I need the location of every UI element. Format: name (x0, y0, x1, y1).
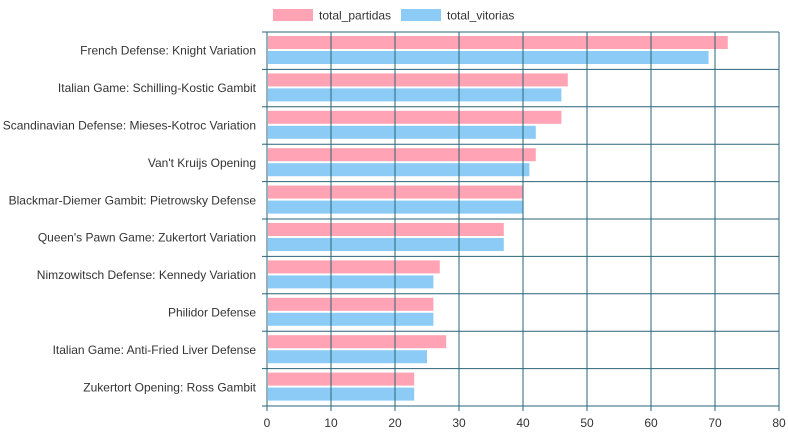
bar-total-vitorias-6 (268, 275, 434, 289)
y-tick-label: Italian Game: Schilling-Kostic Gambit (58, 81, 257, 95)
y-tick-label: Philidor Defense (168, 306, 256, 320)
bar-total-vitorias-5 (268, 238, 504, 251)
x-tick-label: 60 (644, 416, 658, 430)
bar-total-partidas-8 (268, 335, 447, 349)
bar-total-vitorias-0 (268, 51, 709, 64)
legend-swatch-total-vitorias (401, 9, 441, 21)
x-tick-label: 70 (708, 416, 722, 430)
bar-total-vitorias-1 (268, 88, 562, 102)
bar-total-partidas-0 (268, 36, 728, 49)
bar-total-vitorias-2 (268, 125, 536, 139)
y-tick-label: Scandinavian Defense: Mieses-Kotroc Vari… (3, 119, 256, 133)
y-axis-labels: French Defense: Knight Variation Italian … (3, 44, 257, 395)
y-tick-label: French Defense: Knight Variation (80, 44, 256, 58)
legend-label-total-partidas: total_partidas (319, 9, 391, 23)
bar-total-partidas-9 (268, 372, 415, 386)
bar-total-partidas-6 (268, 260, 440, 274)
y-tick-label: Queen's Pawn Game: Zukertort Variation (38, 231, 256, 245)
legend-swatch-total-partidas (273, 9, 313, 21)
bar-total-partidas-1 (268, 73, 568, 87)
x-tick-label: 40 (516, 416, 530, 430)
bars (268, 36, 728, 401)
bar-total-partidas-5 (268, 223, 504, 236)
y-tick-label: Nimzowitsch Defense: Kennedy Variation (37, 268, 256, 282)
grid (262, 31, 780, 411)
bar-total-vitorias-3 (268, 163, 530, 177)
bar-total-partidas-3 (268, 148, 536, 162)
y-tick-label: Zukertort Opening: Ross Gambit (83, 380, 256, 394)
bar-total-partidas-7 (268, 297, 434, 311)
bar-total-vitorias-9 (268, 387, 415, 401)
bar-total-vitorias-7 (268, 312, 434, 326)
x-tick-label: 50 (580, 416, 594, 430)
x-axis-labels: 0 10 20 30 40 50 60 70 80 (264, 416, 786, 430)
x-tick-label: 10 (324, 416, 338, 430)
x-tick-label: 20 (388, 416, 402, 430)
y-tick-label: Blackmar-Diemer Gambit: Pietrowsky Defen… (9, 193, 257, 207)
bar-total-partidas-2 (268, 110, 562, 124)
y-tick-label: Italian Game: Anti-Fried Liver Defense (53, 343, 257, 357)
bar-total-vitorias-8 (268, 350, 427, 364)
x-tick-label: 30 (452, 416, 466, 430)
legend-label-total-vitorias: total_vitorias (447, 9, 514, 23)
legend: total_partidas total_vitorias (273, 9, 514, 23)
x-tick-label: 0 (264, 416, 271, 430)
y-tick-label: Van't Kruijs Opening (148, 156, 256, 170)
x-tick-label: 80 (772, 416, 786, 430)
